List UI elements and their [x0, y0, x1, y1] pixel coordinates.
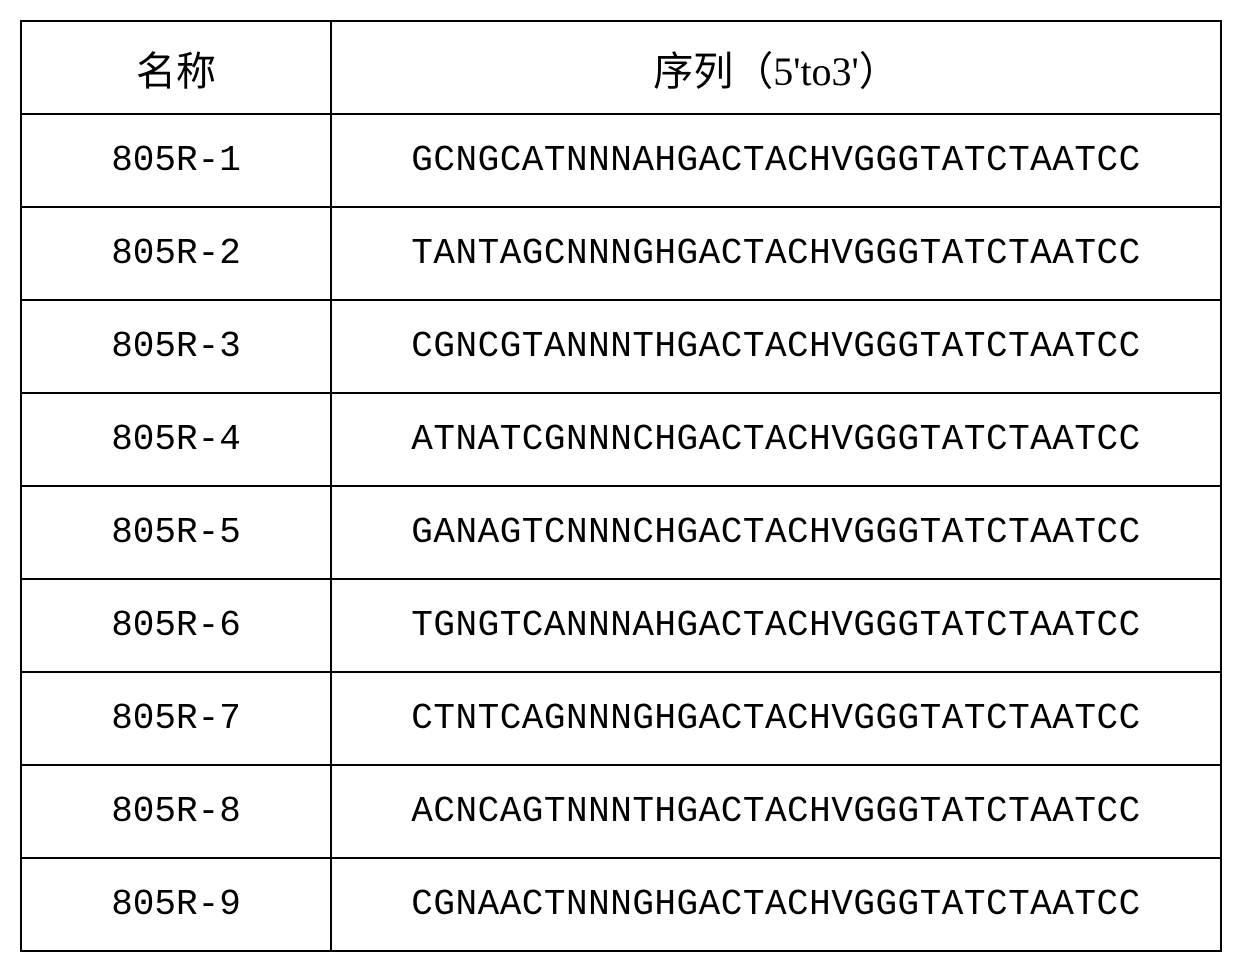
- primer-sequence-table: 名称 序列（5'to3'） 805R-1 GCNGCATNNNAHGACTACH…: [20, 20, 1222, 952]
- primer-sequence-cell: CGNCGTANNNTHGACTACHVGGGTATCTAATCC: [331, 300, 1221, 393]
- primer-name-cell: 805R-5: [21, 486, 331, 579]
- primer-sequence-cell: TANTAGCNNNGHGACTACHVGGGTATCTAATCC: [331, 207, 1221, 300]
- table-header-row: 名称 序列（5'to3'）: [21, 21, 1221, 114]
- table-row: 805R-6 TGNGTCANNNAHGACTACHVGGGTATCTAATCC: [21, 579, 1221, 672]
- table-row: 805R-8 ACNCAGTNNNTHGACTACHVGGGTATCTAATCC: [21, 765, 1221, 858]
- primer-name-cell: 805R-8: [21, 765, 331, 858]
- primer-sequence-cell: CTNTCAGNNNGHGACTACHVGGGTATCTAATCC: [331, 672, 1221, 765]
- primer-sequence-cell: GANAGTCNNNCHGACTACHVGGGTATCTAATCC: [331, 486, 1221, 579]
- table-row: 805R-9 CGNAACTNNNGHGACTACHVGGGTATCTAATCC: [21, 858, 1221, 951]
- primer-name-cell: 805R-9: [21, 858, 331, 951]
- primer-sequence-cell: GCNGCATNNNAHGACTACHVGGGTATCTAATCC: [331, 114, 1221, 207]
- table-row: 805R-1 GCNGCATNNNAHGACTACHVGGGTATCTAATCC: [21, 114, 1221, 207]
- table-row: 805R-2 TANTAGCNNNGHGACTACHVGGGTATCTAATCC: [21, 207, 1221, 300]
- primer-name-cell: 805R-6: [21, 579, 331, 672]
- primer-sequence-cell: CGNAACTNNNGHGACTACHVGGGTATCTAATCC: [331, 858, 1221, 951]
- primer-name-cell: 805R-2: [21, 207, 331, 300]
- primer-name-cell: 805R-7: [21, 672, 331, 765]
- primer-name-cell: 805R-4: [21, 393, 331, 486]
- table-row: 805R-3 CGNCGTANNNTHGACTACHVGGGTATCTAATCC: [21, 300, 1221, 393]
- table-row: 805R-7 CTNTCAGNNNGHGACTACHVGGGTATCTAATCC: [21, 672, 1221, 765]
- table-row: 805R-5 GANAGTCNNNCHGACTACHVGGGTATCTAATCC: [21, 486, 1221, 579]
- column-header-sequence: 序列（5'to3'）: [331, 21, 1221, 114]
- table-row: 805R-4 ATNATCGNNNCHGACTACHVGGGTATCTAATCC: [21, 393, 1221, 486]
- primer-name-cell: 805R-1: [21, 114, 331, 207]
- primer-sequence-cell: ACNCAGTNNNTHGACTACHVGGGTATCTAATCC: [331, 765, 1221, 858]
- primer-sequence-cell: ATNATCGNNNCHGACTACHVGGGTATCTAATCC: [331, 393, 1221, 486]
- primer-name-cell: 805R-3: [21, 300, 331, 393]
- primer-sequence-cell: TGNGTCANNNAHGACTACHVGGGTATCTAATCC: [331, 579, 1221, 672]
- column-header-name: 名称: [21, 21, 331, 114]
